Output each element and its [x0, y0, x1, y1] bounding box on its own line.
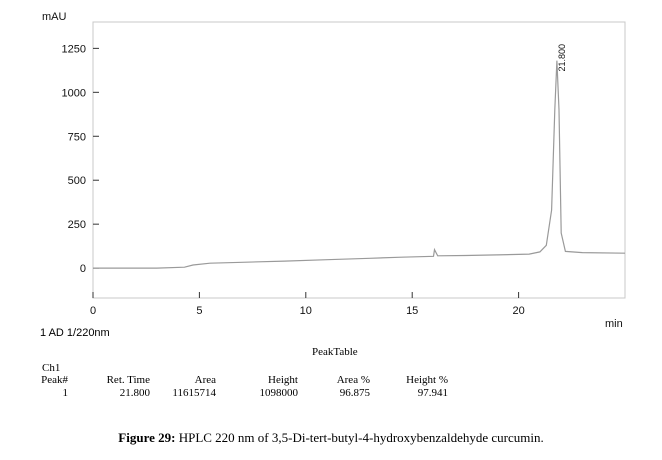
table-row: 1 21.800 11615714 1098000 96.875 97.941: [40, 386, 449, 399]
header-height-percent: Height %: [406, 373, 448, 386]
x-tick-label: 20: [512, 305, 524, 317]
chromatogram-trace: [93, 60, 626, 269]
y-axis: 0 250 500 750 1000 1250: [62, 43, 99, 275]
figure-caption-text: HPLC 220 nm of 3,5-Di-tert-butyl-4-hydro…: [175, 430, 544, 445]
x-axis: 0 5 10 15 20: [90, 292, 525, 317]
peak-table-header-row: Peak# Ret. Time Area Height Area % Heigh…: [40, 373, 448, 386]
y-tick-label: 500: [68, 175, 86, 187]
header-peak-number: Peak#: [41, 373, 68, 386]
chromatogram-chart: 0 250 500 750 1000 1250 0 5 10 15 20 mAU min 21.8…: [42, 11, 626, 330]
peak-table-channel: Ch1: [42, 362, 61, 374]
header-area-percent: Area %: [336, 373, 370, 386]
cell-height-percent: 97.941: [417, 386, 448, 399]
x-axis-unit-label: min: [605, 318, 623, 330]
x-tick-label: 10: [300, 305, 312, 317]
peak-table: Peak# Ret. Time Area Height Area % Heigh…: [40, 373, 448, 399]
channel-label: 1 AD 1/220nm: [40, 327, 110, 339]
y-axis-unit-label: mAU: [42, 11, 67, 23]
figure-caption: Figure 29: HPLC 220 nm of 3,5-Di-tert-bu…: [0, 430, 662, 446]
cell-peak-number: 1: [62, 386, 69, 399]
y-tick-label: 250: [68, 219, 86, 231]
y-tick-label: 0: [80, 263, 86, 275]
plot-frame: [92, 21, 626, 299]
x-tick-label: 0: [90, 305, 96, 317]
peak-annotations: 21.800: [557, 44, 567, 72]
header-area: Area: [194, 373, 216, 386]
cell-height: 1098000: [259, 386, 299, 399]
cell-area: 11615714: [172, 386, 216, 399]
y-tick-label: 750: [68, 131, 86, 143]
header-height: Height: [268, 373, 298, 386]
header-retention-time: Ret. Time: [106, 373, 150, 386]
x-tick-label: 15: [406, 305, 418, 317]
y-tick-label: 1000: [62, 87, 86, 99]
figure-caption-label: Figure 29:: [118, 430, 176, 445]
peak-label: 21.800: [557, 44, 567, 72]
x-tick-label: 5: [196, 305, 202, 317]
cell-area-percent: 96.875: [339, 386, 370, 399]
cell-retention-time: 21.800: [119, 386, 150, 399]
peak-table-title: PeakTable: [312, 346, 358, 358]
y-tick-label: 1250: [62, 43, 86, 55]
